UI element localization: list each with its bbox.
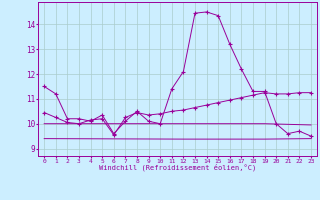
X-axis label: Windchill (Refroidissement éolien,°C): Windchill (Refroidissement éolien,°C)	[99, 164, 256, 171]
